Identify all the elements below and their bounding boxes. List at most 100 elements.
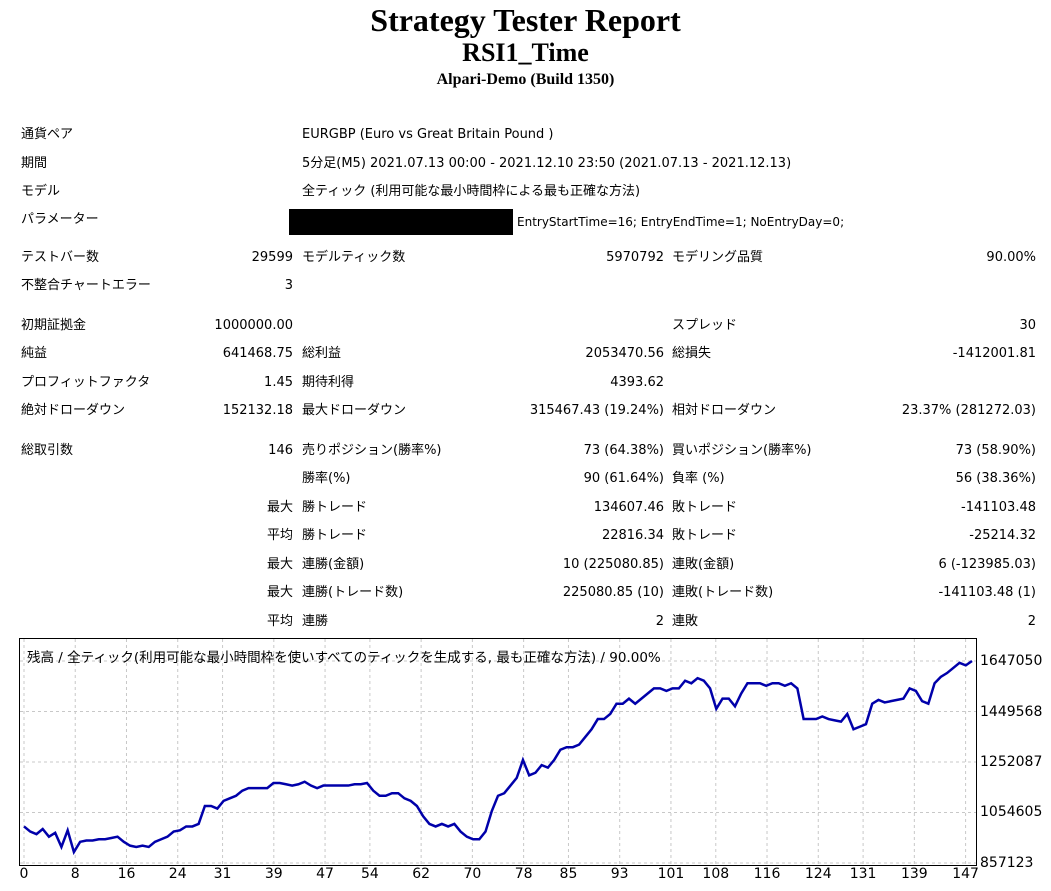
net-value: 641468.75 bbox=[222, 346, 293, 361]
x-tick-label: 108 bbox=[702, 866, 730, 882]
largest-loss-value: -141103.48 bbox=[961, 500, 1036, 515]
x-tick-label: 139 bbox=[900, 866, 928, 882]
spread-value: 30 bbox=[1019, 318, 1036, 333]
symbol-value: EURGBP (Euro vs Great Britain Pound ) bbox=[302, 127, 554, 142]
expected-payoff-label: 期待利得 bbox=[302, 375, 355, 390]
short-positions-value: 73 (64.38%) bbox=[583, 443, 664, 458]
y-tick-label: 857123 bbox=[980, 855, 1034, 871]
model-value: 全ティック (利用可能な最小時間枠による最も正確な方法) bbox=[302, 184, 641, 199]
gross-profit-value: 2053470.56 bbox=[585, 346, 664, 361]
loss-rate-value: 56 (38.36%) bbox=[955, 471, 1036, 486]
largest-win-label: 勝トレード bbox=[302, 500, 368, 515]
x-tick-label: 39 bbox=[264, 866, 283, 882]
redacted-block bbox=[289, 209, 513, 235]
x-tick-label: 54 bbox=[360, 866, 379, 882]
max-drawdown-label: 最大ドローダウン bbox=[302, 403, 407, 418]
avg-cons-wins-label: 連勝 bbox=[302, 614, 329, 629]
max-cons-profit-value: 225080.85 (10) bbox=[562, 585, 664, 600]
quality-label: モデリング品質 bbox=[672, 250, 764, 265]
x-tick-label: 0 bbox=[19, 866, 29, 882]
gross-loss-label: 総損失 bbox=[672, 346, 712, 361]
avg-cons-losses-value: 2 bbox=[1027, 614, 1036, 629]
x-tick-label: 147 bbox=[952, 866, 979, 882]
avg-loss-value: -25214.32 bbox=[969, 528, 1036, 543]
model-label: モデル bbox=[21, 184, 61, 199]
total-trades-value: 146 bbox=[268, 443, 293, 458]
total-trades-label: 総取引数 bbox=[21, 443, 74, 458]
expected-payoff-value: 4393.62 bbox=[610, 375, 664, 390]
gross-loss-value: -1412001.81 bbox=[952, 346, 1036, 361]
x-tick-label: 62 bbox=[412, 866, 431, 882]
avg-word: 平均 bbox=[266, 528, 293, 543]
quality-value: 90.00% bbox=[986, 250, 1036, 265]
period-label: 期間 bbox=[21, 156, 48, 171]
ticks-value: 5970792 bbox=[606, 250, 664, 265]
avg-loss-label: 敗トレード bbox=[672, 528, 738, 543]
bars-label: テストバー数 bbox=[21, 250, 100, 265]
x-tick-label: 16 bbox=[117, 866, 136, 882]
avg-word: 平均 bbox=[266, 614, 293, 629]
x-tick-label: 24 bbox=[168, 866, 187, 882]
x-tick-label: 70 bbox=[463, 866, 482, 882]
x-tick-label: 8 bbox=[70, 866, 80, 882]
avg-cons-wins-value: 2 bbox=[655, 614, 664, 629]
rel-drawdown-label: 相対ドローダウン bbox=[672, 403, 777, 418]
x-tick-label: 78 bbox=[514, 866, 533, 882]
y-tick-label: 1449568 bbox=[980, 703, 1043, 720]
y-tick-label: 1647050 bbox=[980, 653, 1043, 669]
spread-label: スプレッド bbox=[672, 318, 738, 333]
max-word: 最大 bbox=[266, 557, 293, 572]
max-cons-profit-label: 連勝(トレード数) bbox=[302, 585, 404, 600]
deposit-value: 1000000.00 bbox=[214, 318, 293, 333]
period-value: 5分足(M5) 2021.07.13 00:00 - 2021.12.10 23… bbox=[302, 156, 792, 171]
x-tick-label: 85 bbox=[559, 866, 578, 882]
params-label: パラメーター bbox=[21, 212, 99, 227]
y-tick-label: 1054605 bbox=[980, 804, 1043, 821]
avg-win-label: 勝トレード bbox=[302, 528, 368, 543]
x-tick-label: 93 bbox=[610, 866, 629, 882]
ticks-label: モデルティック数 bbox=[302, 250, 406, 265]
balance-chart-svg bbox=[20, 639, 976, 865]
x-tick-label: 31 bbox=[213, 866, 232, 882]
params-value: EntryStartTime=16; EntryEndTime=1; NoEnt… bbox=[517, 215, 845, 229]
balance-chart bbox=[19, 638, 977, 866]
deposit-label: 初期証拠金 bbox=[21, 318, 87, 333]
max-drawdown-value: 315467.43 (19.24%) bbox=[529, 403, 664, 418]
rel-drawdown-value: 23.37% (281272.03) bbox=[901, 403, 1036, 418]
largest-win-value: 134607.46 bbox=[593, 500, 664, 515]
expert-name: RSI1_Time bbox=[462, 38, 589, 67]
mismatch-value: 3 bbox=[284, 278, 293, 293]
mismatch-label: 不整合チャートエラー bbox=[21, 278, 151, 293]
max-word: 最大 bbox=[266, 585, 293, 600]
server-build: Alpari-Demo (Build 1350) bbox=[436, 71, 615, 88]
profit-factor-value: 1.45 bbox=[264, 375, 293, 390]
max-cons-losses-value: 6 (-123985.03) bbox=[938, 557, 1036, 572]
x-tick-label: 47 bbox=[316, 866, 334, 882]
largest-loss-label: 敗トレード bbox=[672, 500, 738, 515]
avg-win-value: 22816.34 bbox=[601, 528, 664, 543]
max-cons-loss-value: -141103.48 (1) bbox=[938, 585, 1036, 600]
x-tick-label: 116 bbox=[753, 866, 781, 882]
chart-title: 残高 / 全ティック(利用可能な最小時間枠を使いすべてのティックを生成する, 最… bbox=[27, 650, 661, 666]
symbol-label: 通貨ペア bbox=[21, 127, 74, 142]
x-tick-label: 131 bbox=[849, 866, 877, 882]
abs-drawdown-label: 絶対ドローダウン bbox=[21, 403, 126, 418]
profit-factor-label: プロフィットファクタ bbox=[21, 375, 151, 390]
x-tick-label: 101 bbox=[657, 866, 685, 882]
max-cons-wins-label: 連勝(金額) bbox=[302, 557, 365, 572]
report-title: Strategy Tester Report bbox=[370, 2, 681, 38]
win-rate-label: 勝率(%) bbox=[302, 471, 351, 486]
balance-line bbox=[23, 659, 973, 856]
net-label: 純益 bbox=[21, 346, 48, 361]
long-positions-label: 買いポジション(勝率%) bbox=[672, 443, 812, 458]
max-cons-wins-value: 10 (225080.85) bbox=[562, 557, 664, 572]
max-word: 最大 bbox=[266, 500, 293, 515]
avg-cons-losses-label: 連敗 bbox=[672, 614, 699, 629]
win-rate-value: 90 (61.64%) bbox=[583, 471, 664, 486]
long-positions-value: 73 (58.90%) bbox=[955, 443, 1036, 458]
max-cons-losses-label: 連敗(金額) bbox=[672, 557, 735, 572]
loss-rate-label: 負率 (%) bbox=[672, 471, 725, 486]
gross-profit-label: 総利益 bbox=[302, 346, 342, 361]
abs-drawdown-value: 152132.18 bbox=[222, 403, 293, 418]
short-positions-label: 売りポジション(勝率%) bbox=[302, 443, 442, 458]
